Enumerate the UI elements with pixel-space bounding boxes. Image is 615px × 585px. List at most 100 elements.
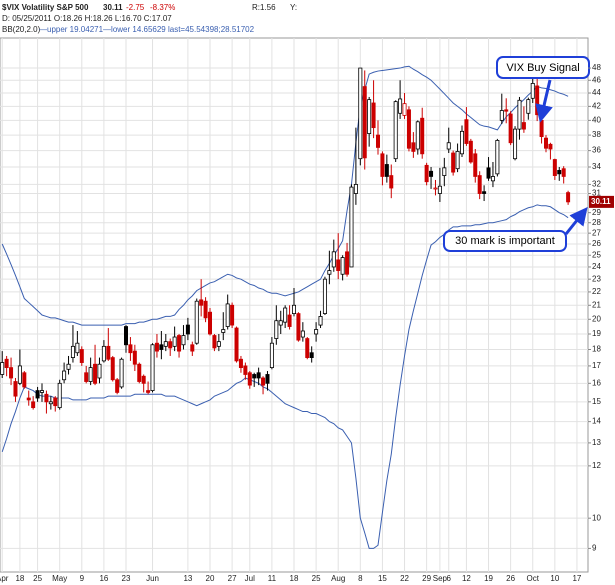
candle-body [486,167,491,179]
y-tick-label: 31 [592,189,601,198]
candle-body [216,341,221,347]
x-tick-label: 19 [484,574,493,583]
candle-body [35,390,40,399]
candle-body [473,153,478,177]
x-tick-label: 10 [550,574,559,583]
indicator: BB(20,2.0) [2,25,41,34]
candle-body [389,175,394,189]
candle-body [420,117,425,155]
candle-body [340,257,345,275]
x-tick-label: 26 [506,574,515,583]
candle-body [261,377,266,386]
x-tick-label: 15 [378,574,387,583]
candle-body [384,164,389,177]
candle-body [163,341,168,347]
y-tick-label: 19 [592,329,601,338]
candle-body [278,320,283,326]
candle-body [93,363,98,384]
last-price: 30.11 [103,3,123,12]
candle-body [358,67,363,160]
candle-body [499,110,504,121]
candle-body [22,372,27,388]
y-tick-label: 9 [592,544,597,553]
y-tick-label: 21 [592,300,601,309]
candle-body [0,362,5,375]
candle-body [97,363,102,379]
y-tick-label: 48 [592,63,601,72]
x-tick-label: Oct [527,574,540,583]
candle-body [53,397,58,407]
candle-body [539,119,544,138]
candle-body [110,357,115,381]
candle-body [451,152,456,173]
candle-body [482,191,487,194]
y-tick-label: 44 [592,88,601,97]
annotation-arrow [535,79,553,123]
candle-body [181,335,186,346]
candle-body [455,151,460,170]
x-tick-label: 18 [290,574,299,583]
candle-body [398,98,403,114]
candle-body [132,350,137,365]
candle-body [119,358,124,388]
candle-body [296,313,301,341]
candle-body [238,358,243,369]
candle-body [40,390,45,393]
candle-body [526,99,531,114]
band-line [1,65,569,326]
candle-body [79,349,84,363]
y-tick-label: 15 [592,397,601,406]
candle-body [380,153,385,177]
candle-body [4,358,9,369]
candle-body [17,365,22,384]
candle-body [508,113,513,144]
candle-body [256,372,261,379]
last-value-label: 30.11 [591,197,611,206]
candle-body [137,363,142,382]
x-tick-label: 12 [462,574,471,583]
candle-body [115,379,120,393]
y-tick-label: 12 [592,461,601,470]
x-tick-label: 25 [312,574,321,583]
annotation-arrow [564,206,588,235]
candle-body [424,164,429,183]
y-tick-label: 10 [592,513,601,522]
candle-body [207,311,212,335]
x-tick-label: 11 [268,574,277,583]
candle-body [194,300,199,344]
indicator-values: —upper 19.04271—lower 14.65629 last=45.5… [39,25,255,34]
last-value-box [589,195,614,208]
candle-body [150,344,155,391]
candle-body [353,184,358,194]
y-tick-label: 24 [592,262,601,271]
candle-body [521,122,526,130]
candle-body [442,167,447,176]
chart-title: $VIX Volatility S&P 500 [2,3,89,12]
candle-body [433,187,438,190]
band-line [1,204,569,549]
x-tick-label: 8 [358,574,363,583]
candle-body [535,85,540,116]
y-tick-label: 18 [592,345,601,354]
last-change-pct: -8.37% [150,3,175,12]
candle-body [367,99,372,134]
y-tick-label: 20 [592,314,601,323]
x-tick-label: 20 [206,574,215,583]
candle-body [459,130,464,155]
candle-body [411,142,416,152]
candle-body [26,397,31,401]
candle-body [66,363,71,370]
annotation-box [496,56,590,79]
candle-body [9,367,14,379]
candle-body [154,342,159,352]
y-tick-label: 29 [592,208,601,217]
candle-body [62,370,67,381]
candle-body [88,367,93,382]
candle-body [490,176,495,182]
candle-body [331,251,336,268]
candle-body [437,185,442,194]
y-tick-label: 16 [592,378,601,387]
candle-body [212,335,217,349]
annotation-box [443,230,567,252]
